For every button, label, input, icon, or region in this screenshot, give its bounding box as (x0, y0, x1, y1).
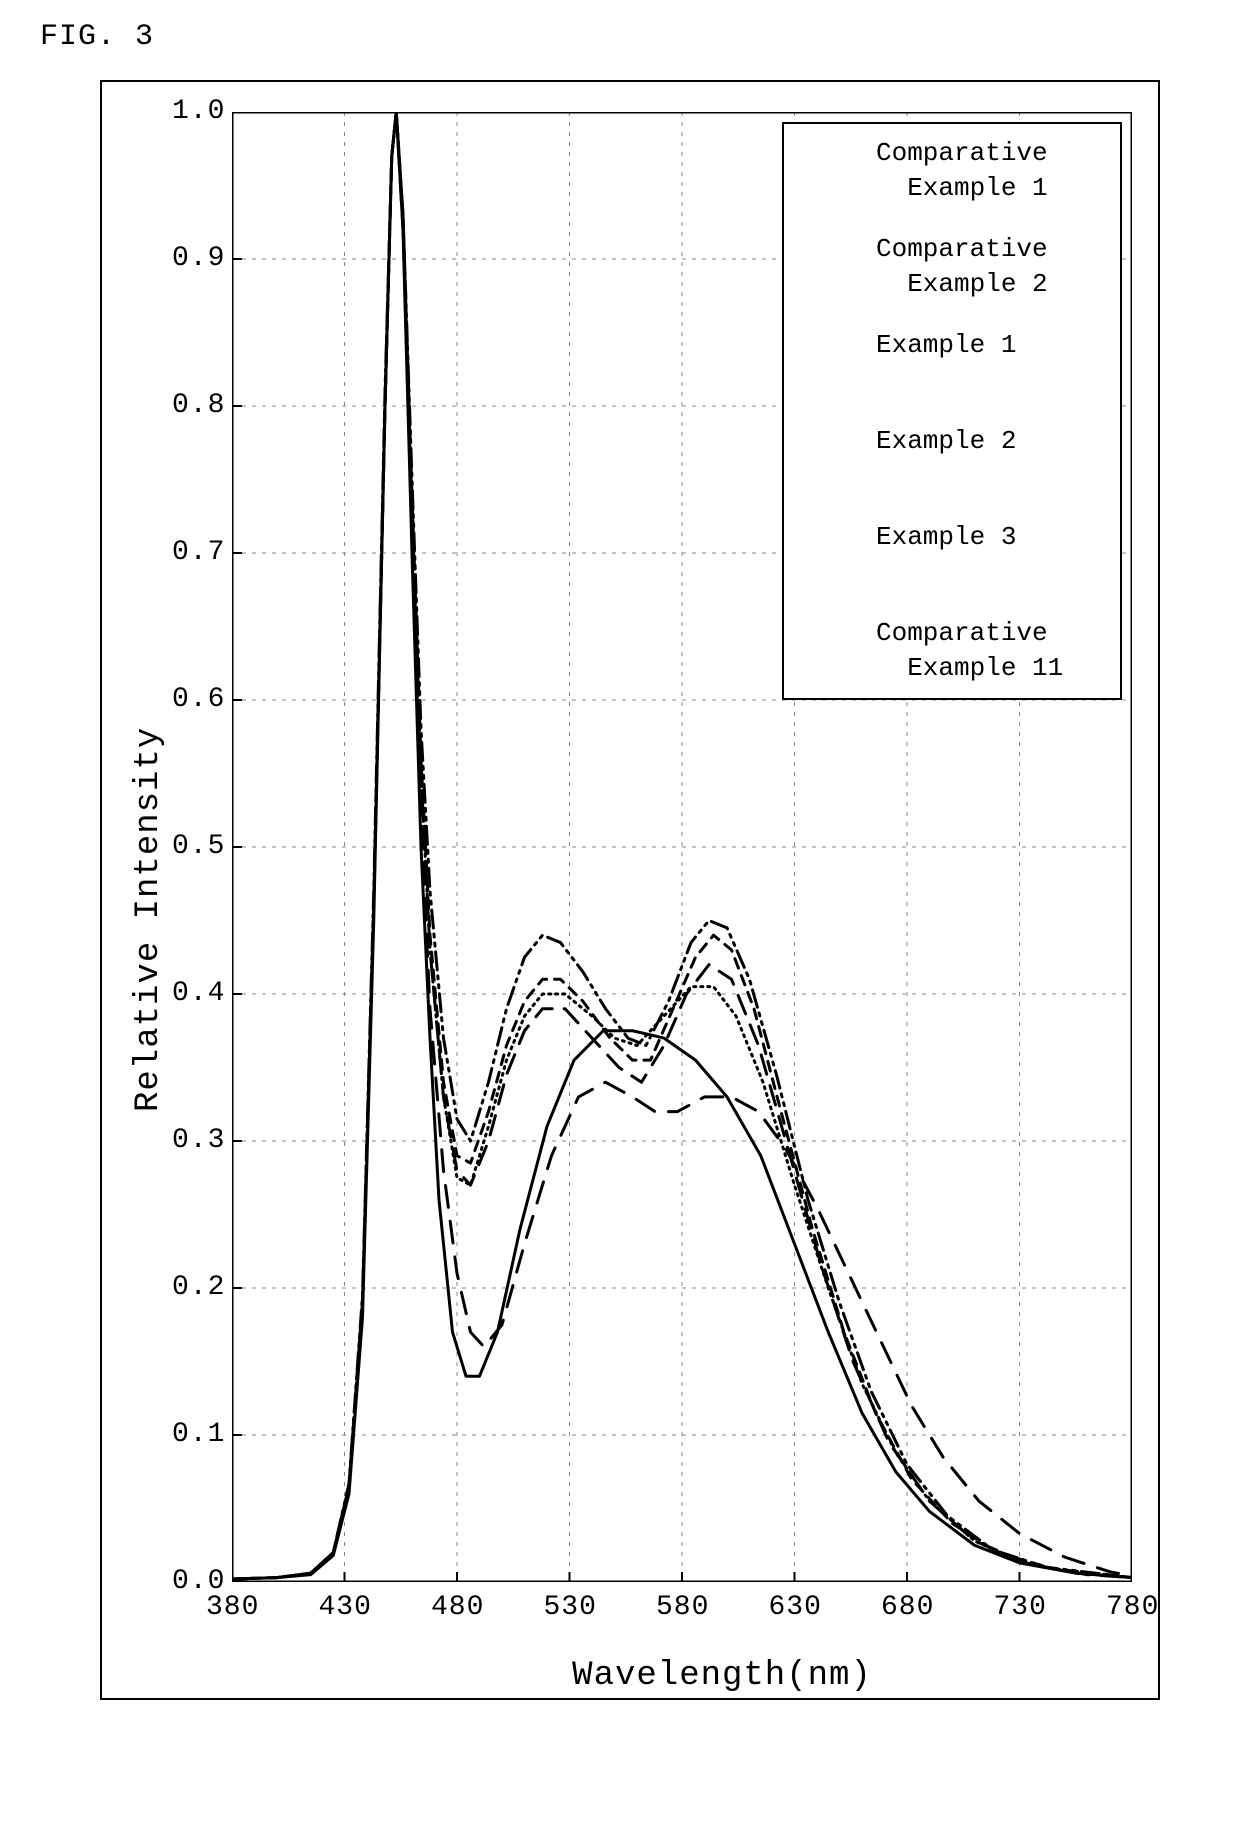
legend-entry-e2: Example 2 (784, 418, 1120, 474)
legend-label: Comparative Example 11 (876, 616, 1063, 686)
legend-entry-e3: Example 3 (784, 514, 1120, 570)
x-tick-label: 480 (431, 1592, 484, 1623)
y-tick-label: 0.3 (172, 1125, 218, 1156)
y-tick-label: 0.0 (172, 1566, 218, 1597)
legend-sample-ce11 (790, 628, 868, 632)
y-axis-label: Relative Intensity (130, 727, 168, 1112)
y-tick-label: 0.5 (172, 831, 218, 862)
y-tick-label: 0.7 (172, 537, 218, 568)
legend-sample-ce2 (790, 244, 868, 248)
x-tick-label: 680 (881, 1592, 934, 1623)
chart-frame: Relative Intensity Wavelength(nm) 380430… (100, 80, 1160, 1700)
legend-label: Comparative Example 1 (876, 136, 1048, 206)
x-tick-label: 730 (994, 1592, 1047, 1623)
legend-sample-e3 (790, 532, 868, 536)
x-axis-label: Wavelength(nm) (522, 1657, 922, 1695)
legend-label: Example 3 (876, 520, 1016, 555)
legend-label: Example 2 (876, 424, 1016, 459)
y-tick-label: 0.1 (172, 1419, 218, 1450)
legend-sample-e1 (790, 340, 868, 344)
x-tick-label: 580 (656, 1592, 709, 1623)
x-tick-label: 780 (1106, 1592, 1159, 1623)
y-tick-label: 0.4 (172, 978, 218, 1009)
legend-sample-e2 (790, 436, 868, 440)
figure-label: FIG. 3 (40, 20, 154, 54)
legend-entry-e1: Example 1 (784, 322, 1120, 378)
y-tick-label: 0.6 (172, 684, 218, 715)
legend-entry-ce11: Comparative Example 11 (784, 610, 1120, 706)
y-tick-label: 0.2 (172, 1272, 218, 1303)
page: FIG. 3 Relative Intensity Wavelength(nm)… (0, 0, 1240, 1821)
y-tick-label: 1.0 (172, 96, 218, 127)
legend-entry-ce2: Comparative Example 2 (784, 226, 1120, 322)
legend-entry-ce1: Comparative Example 1 (784, 130, 1120, 226)
x-tick-label: 630 (769, 1592, 822, 1623)
y-tick-label: 0.8 (172, 390, 218, 421)
legend-sample-ce1 (790, 148, 868, 152)
legend: Comparative Example 1 Comparative Example… (782, 122, 1122, 700)
legend-label: Comparative Example 2 (876, 232, 1048, 302)
x-tick-label: 430 (319, 1592, 372, 1623)
legend-label: Example 1 (876, 328, 1016, 363)
y-tick-label: 0.9 (172, 243, 218, 274)
x-tick-label: 530 (544, 1592, 597, 1623)
